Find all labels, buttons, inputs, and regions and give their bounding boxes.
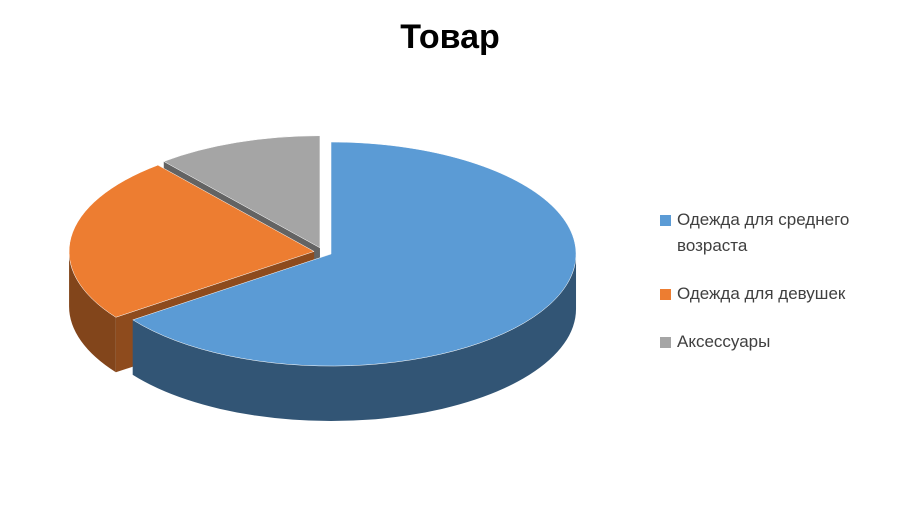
legend-swatch (660, 215, 671, 226)
pie-area (68, 135, 577, 422)
slice-side (69, 251, 116, 373)
legend-item: Одежда для среднего возраста (660, 207, 890, 259)
legend-swatch (660, 337, 671, 348)
legend: Одежда для среднего возраста Одежда для д… (660, 207, 890, 377)
chart-title: Товар (400, 18, 500, 56)
pie-slice (132, 141, 577, 367)
legend-label: Одежда для девушек (677, 284, 846, 303)
legend-swatch (660, 289, 671, 300)
slice-side (132, 254, 577, 422)
legend-label: Одежда для среднего возраста (677, 210, 850, 255)
legend-label: Аксессуары (677, 332, 771, 351)
pie-slice (163, 135, 321, 249)
legend-item: Одежда для девушек (660, 281, 890, 307)
pie-slice (68, 164, 315, 318)
legend-item: Аксессуары (660, 329, 890, 355)
